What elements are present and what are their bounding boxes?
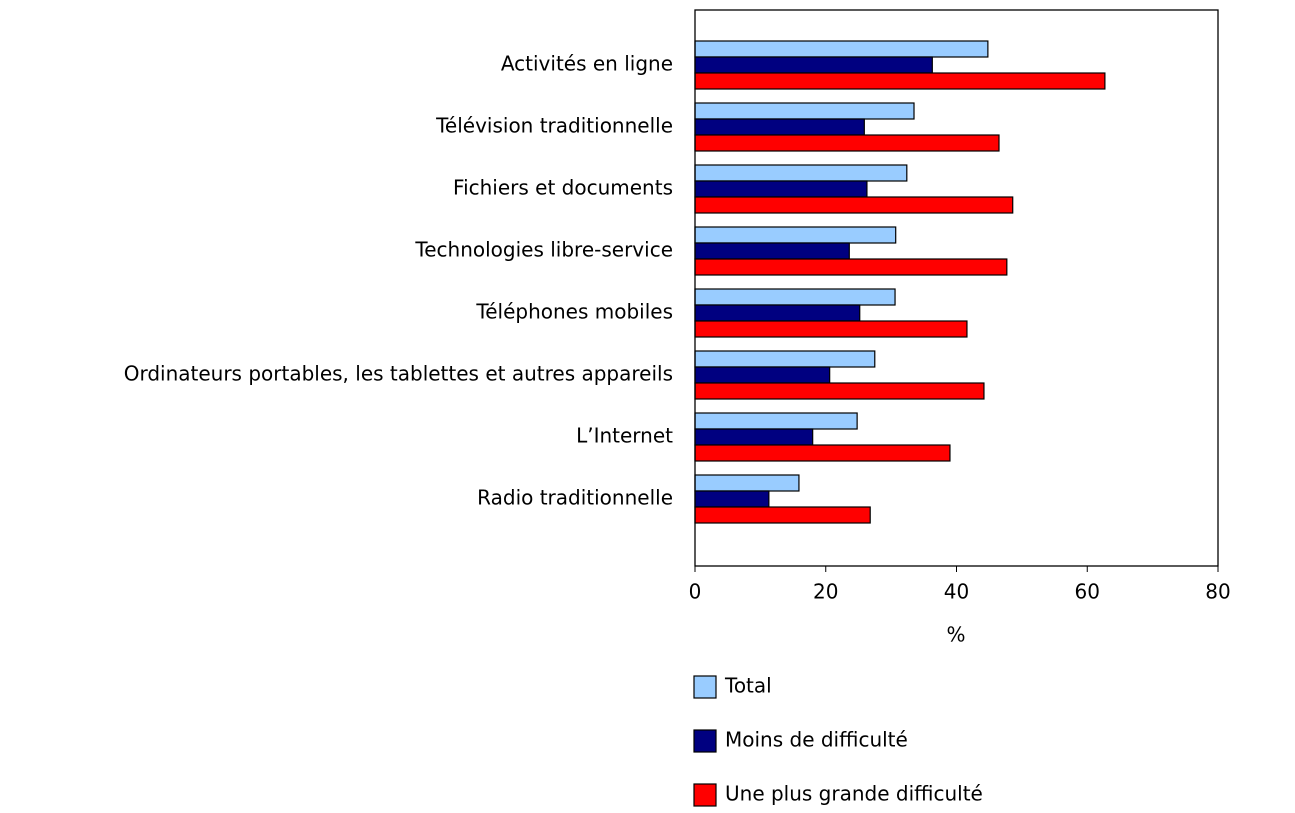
bar <box>694 164 908 182</box>
bar <box>694 134 1000 152</box>
legend-label: Moins de difficulté <box>725 728 908 752</box>
legend-label: Total <box>724 674 772 698</box>
y-tick-label: Télévision traditionnelle <box>435 114 673 138</box>
bar <box>694 226 897 244</box>
x-tick-label: 60 <box>1075 580 1100 604</box>
bar <box>694 444 951 462</box>
legend-swatch <box>693 729 717 753</box>
bar <box>694 382 985 400</box>
bar <box>694 428 814 446</box>
bar <box>694 196 1014 214</box>
y-tick-label: Ordinateurs portables, les tablettes et … <box>124 362 673 386</box>
x-tick-label: 80 <box>1205 580 1230 604</box>
bar <box>694 56 933 74</box>
legend-label: Une plus grande difficulté <box>725 782 983 806</box>
bar <box>694 40 989 58</box>
x-tick-label: 0 <box>689 580 702 604</box>
bar <box>694 258 1008 276</box>
bar <box>694 366 831 384</box>
bar <box>694 102 915 120</box>
y-tick-label: Téléphones mobiles <box>475 300 673 324</box>
bar <box>694 412 858 430</box>
legend-swatch <box>693 783 717 807</box>
y-tick-label: Radio traditionnelle <box>477 486 673 510</box>
y-tick-label: Activités en ligne <box>501 52 673 76</box>
y-tick-label: Technologies libre-service <box>414 238 673 262</box>
bar <box>694 320 968 338</box>
bar <box>694 304 861 322</box>
x-axis-label: % <box>946 623 965 647</box>
legend-swatch <box>693 675 717 699</box>
bar <box>694 72 1106 90</box>
y-tick-label: Fichiers et documents <box>453 176 673 200</box>
y-tick-label: L’Internet <box>576 424 673 448</box>
x-tick-label: 20 <box>813 580 838 604</box>
bar <box>694 180 868 198</box>
bar <box>694 350 876 368</box>
x-tick-label: 40 <box>944 580 969 604</box>
bar <box>694 474 800 492</box>
bar <box>694 242 850 260</box>
bar <box>694 506 871 524</box>
plot-frame <box>694 9 1219 567</box>
bar <box>694 490 770 508</box>
bar <box>694 118 865 136</box>
bar <box>694 288 896 306</box>
